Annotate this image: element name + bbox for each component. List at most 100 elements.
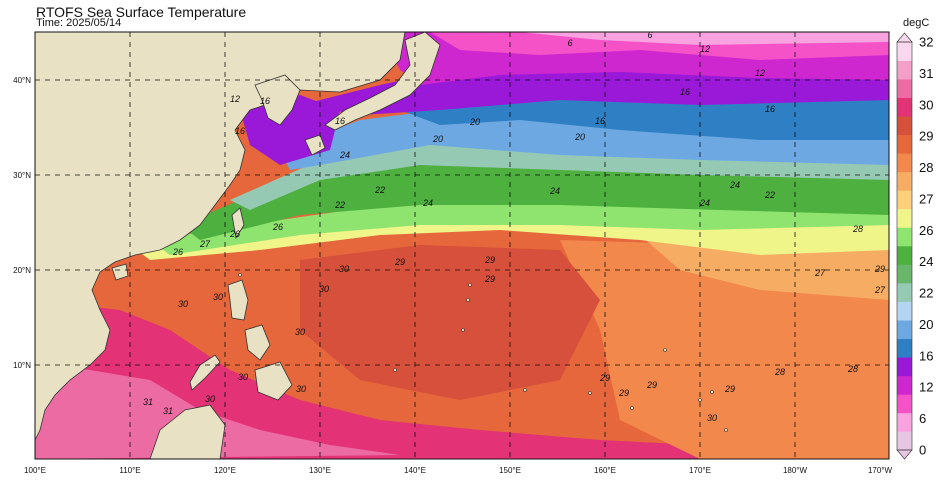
colorbar-swatch [897, 190, 912, 210]
contour-label: 29 [724, 384, 735, 394]
contour-label: 24 [729, 180, 740, 190]
lon-label-170e: 170°E [689, 466, 711, 475]
hainan-land [111, 263, 129, 281]
colorbar-tick-label: 16 [919, 348, 933, 363]
colorbar-swatch [897, 97, 912, 117]
contour-label: 29 [394, 257, 405, 267]
contour-label: 30 [178, 299, 188, 309]
lon-label-180w: 180°W [783, 466, 808, 475]
lon-label-160e: 160°E [594, 466, 616, 475]
asia-mainland [35, 32, 406, 441]
colorbar-swatch [897, 338, 912, 358]
colorbar-swatch [897, 320, 912, 340]
colorbar-swatch [897, 42, 912, 61]
colorbar-swatch [897, 116, 912, 136]
colorbar-swatch [897, 375, 912, 395]
contour-label: 30 [707, 413, 717, 423]
contour-label: 20 [574, 132, 585, 142]
contour-label: 28 [852, 224, 863, 234]
contour-label: 26 [272, 222, 283, 232]
japan-land [324, 32, 441, 131]
sst-band-31 [35, 300, 889, 459]
contour-label: 30 [238, 372, 248, 382]
lon-label-170w: 170°W [868, 466, 893, 475]
contour-label: 29 [599, 373, 610, 383]
contour-label: 24 [422, 198, 433, 208]
contour-label: 29 [484, 255, 495, 265]
korea-land [254, 74, 301, 126]
contour-label: 16 [680, 87, 690, 97]
colorbar-swatch [897, 171, 912, 191]
colorbar-tick-label: 0 [919, 443, 926, 458]
colorbar-swatch [897, 208, 912, 228]
colorbar-swatch [897, 79, 912, 98]
kyushu-land [304, 134, 326, 156]
lat-label-40n: 40°N [13, 76, 31, 85]
contour-label: 29 [618, 388, 629, 398]
colorbar-tick-label: 27 [919, 191, 933, 206]
contour-label: 24 [339, 150, 350, 160]
contour-label: 30 [319, 284, 329, 294]
contour-label: 6 [647, 30, 652, 40]
colorbar-swatch [897, 153, 912, 173]
contour-label: 29 [646, 380, 657, 390]
lon-label-120e: 120°E [214, 466, 236, 475]
colorbar-max-arrow [896, 32, 913, 43]
contour-label: 12 [700, 44, 710, 54]
graticule [35, 32, 889, 459]
contour-label: 30 [205, 394, 215, 404]
colorbar-min-arrow [896, 449, 913, 460]
colorbar-tick-label: 26 [919, 223, 933, 238]
contour-label: 27 [874, 285, 886, 295]
sst-band-16 [400, 95, 889, 140]
contour-label: 30 [295, 327, 305, 337]
colorbar-tick-label: 6 [919, 411, 926, 426]
lat-label-30n: 30°N [13, 171, 31, 180]
colorbar-swatch [897, 431, 912, 451]
contour-label: 24 [699, 198, 710, 208]
lon-label-100e: 100°E [24, 466, 46, 475]
colorbar-swatch [897, 246, 912, 265]
lat-label-20n: 20°N [13, 266, 31, 275]
contour-label: 22 [374, 185, 385, 195]
colorbar-swatch [897, 301, 912, 321]
map-frame [34, 31, 890, 460]
contour-label: 20 [469, 117, 480, 127]
contour-label: 28 [774, 367, 785, 377]
map-title: RTOFS Sea Surface Temperature [36, 4, 247, 20]
colorbar: 0 6 12 16 20 22 24 26 27 28 29 30 31 32 [896, 32, 933, 460]
colorbar-tick-label: 22 [919, 286, 933, 301]
contour-label: 30 [339, 264, 349, 274]
colorbar-tick-label: 24 [919, 254, 933, 269]
contour-label: 30 [296, 384, 306, 394]
mindanao-land [254, 361, 293, 401]
contour-label: 27 [199, 239, 211, 249]
colorbar-tick-label: 20 [919, 317, 933, 332]
contour-label: 26 [172, 247, 183, 257]
contour-label: 26 [229, 229, 240, 239]
contour-label: 29 [874, 264, 885, 274]
colorbar-frame [896, 41, 913, 451]
contour-label: 16 [235, 126, 245, 136]
lon-label-150e: 150°E [499, 466, 521, 475]
colorbar-unit: degC [903, 17, 930, 29]
contour-label: 22 [764, 190, 775, 200]
lat-label-10n: 10°N [13, 361, 31, 370]
contour-label: 12 [230, 94, 240, 104]
contour-label: 27 [814, 268, 826, 278]
visayas-land [244, 324, 271, 361]
sst-band-25 [150, 200, 889, 255]
contour-label: 28 [847, 364, 858, 374]
map-time: Time: 2025/05/14 [36, 17, 122, 29]
sst-warm-pool [300, 245, 600, 400]
colorbar-swatch [897, 283, 912, 302]
sst-band-24 [180, 155, 889, 240]
contour-label: 16 [260, 96, 270, 106]
contour-label: 6 [567, 38, 572, 48]
colorbar-tick-label: 29 [919, 129, 933, 144]
colorbar-swatch [897, 134, 912, 154]
colorbar-tick-label: 31 [919, 66, 933, 81]
contour-label: 31 [163, 406, 173, 416]
palawan-land [189, 354, 221, 391]
